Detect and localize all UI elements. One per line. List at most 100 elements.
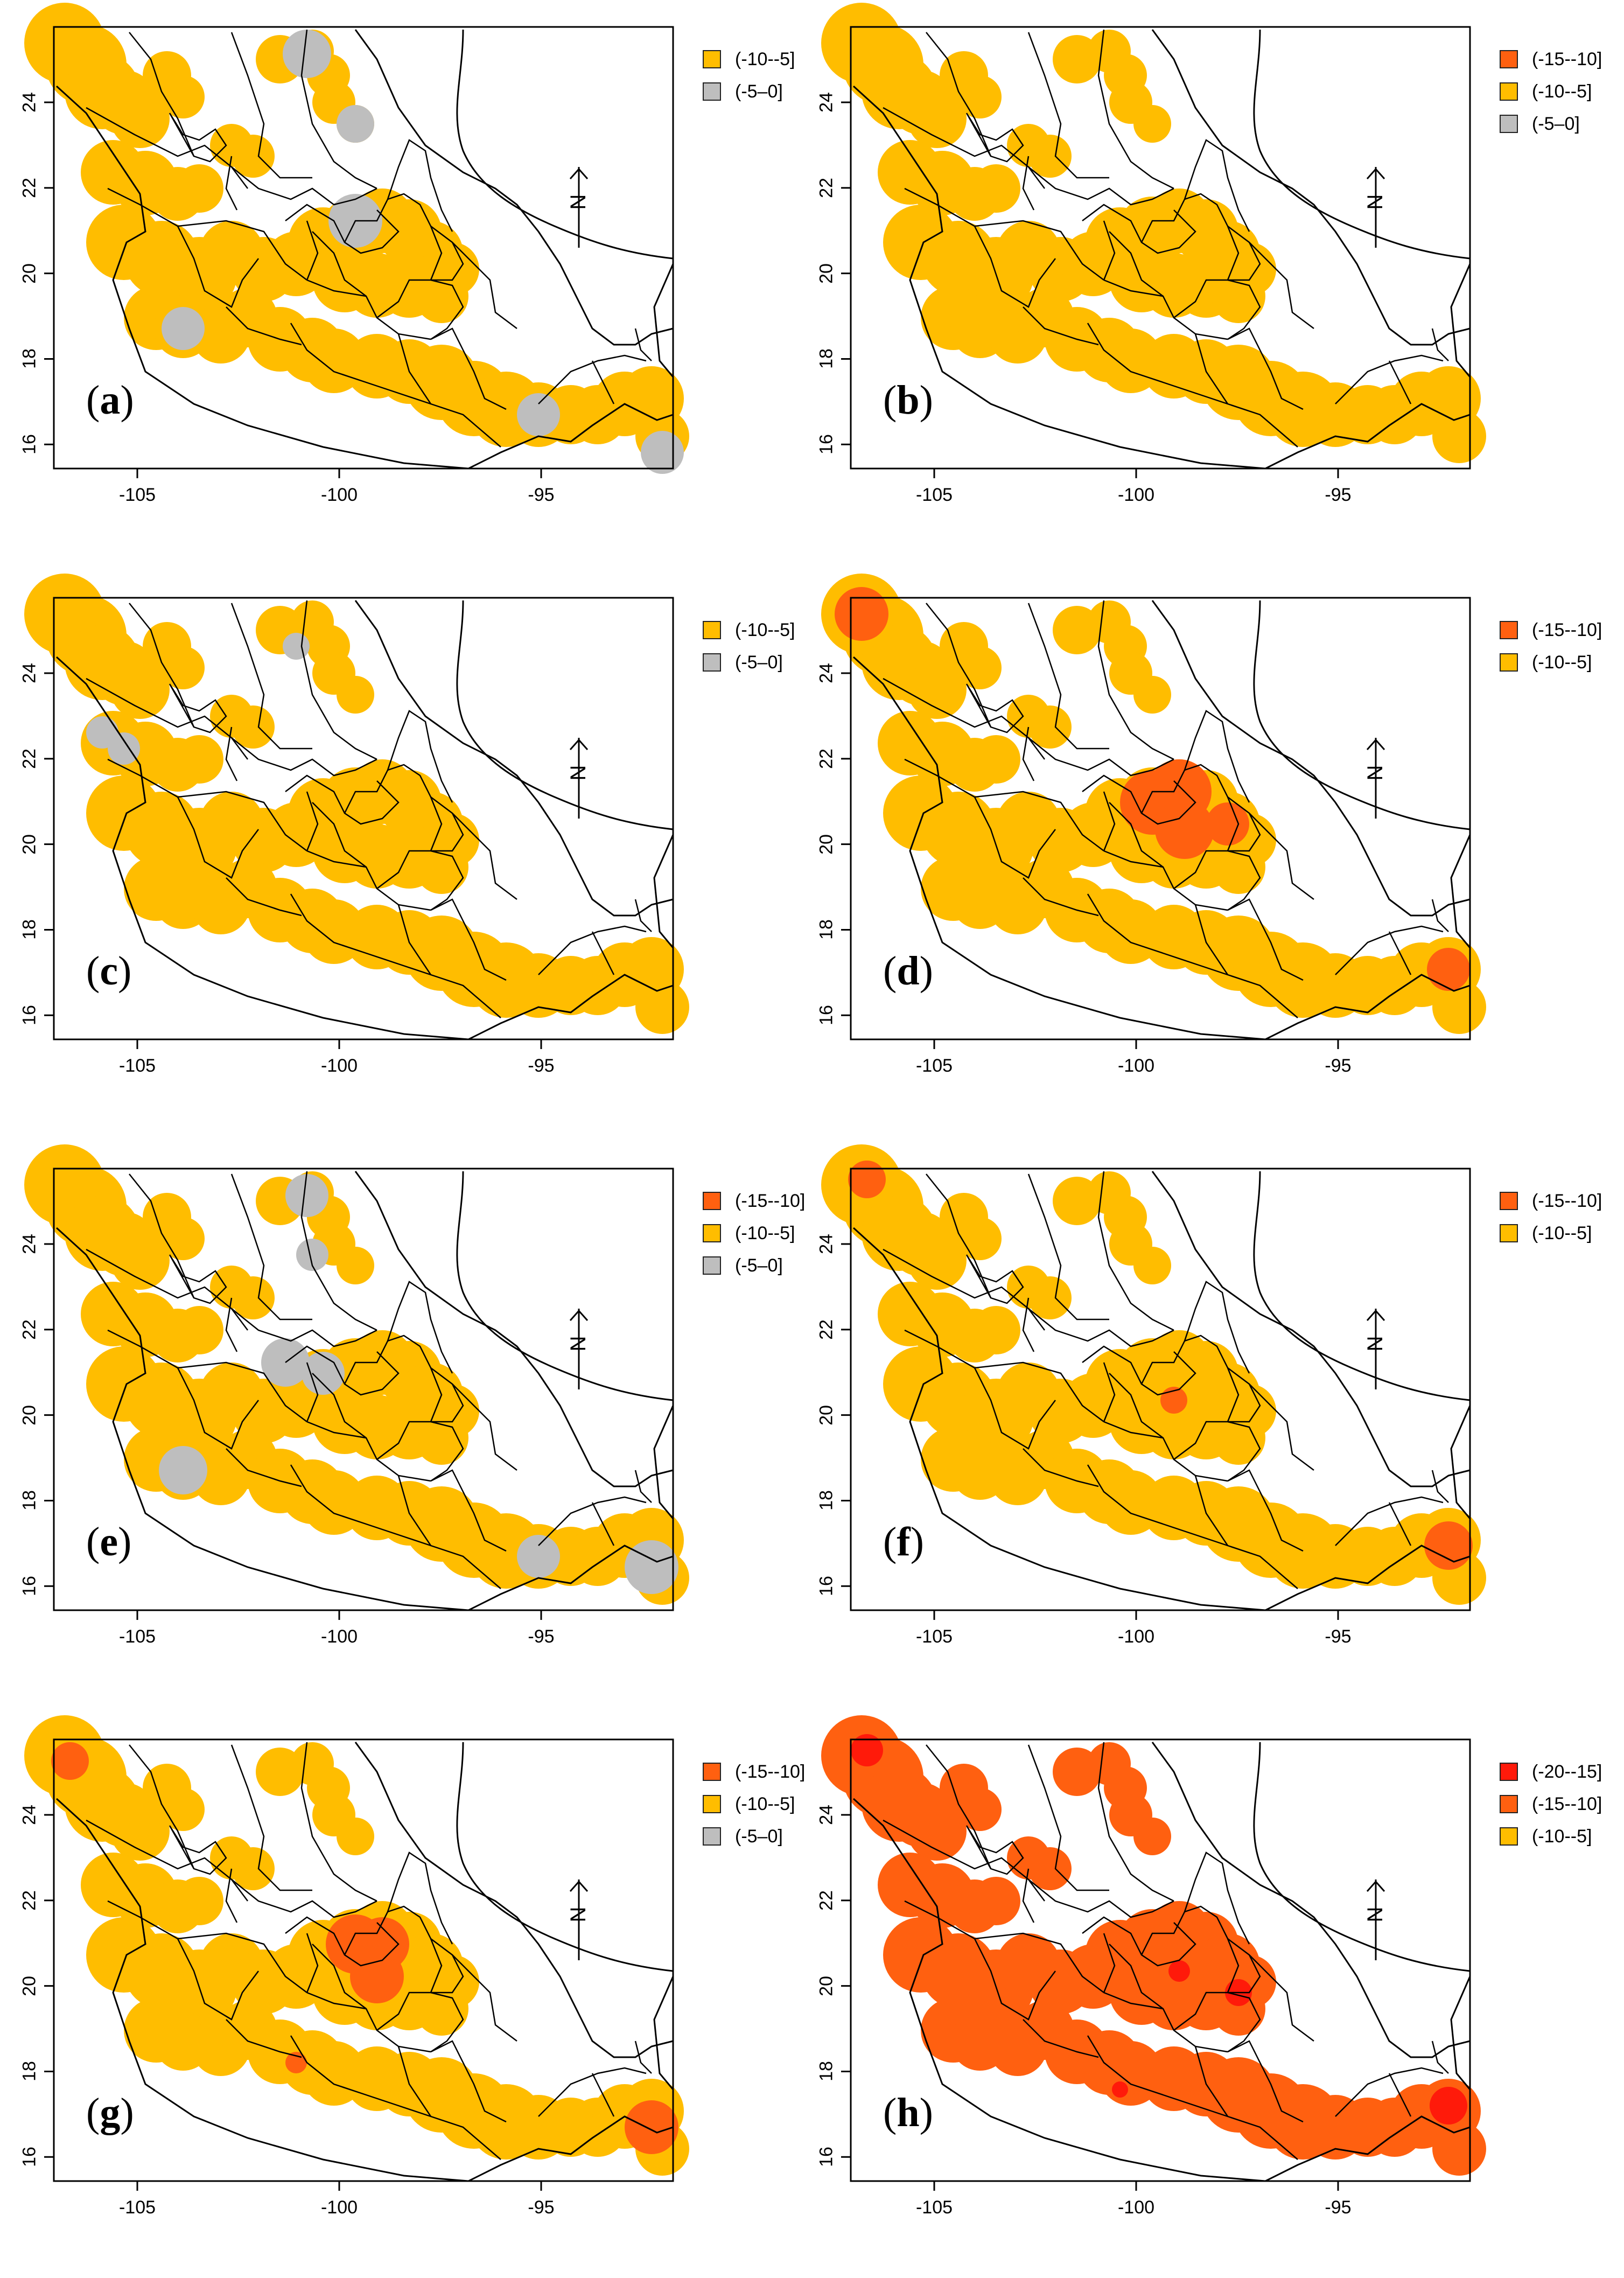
y-tick-label: 20 xyxy=(816,263,837,284)
x-tick-label: -105 xyxy=(915,1056,953,1076)
legend-swatch xyxy=(703,82,721,101)
legend-swatch xyxy=(1500,1827,1518,1846)
legend-label: (-10--5] xyxy=(735,1793,795,1814)
map-cell xyxy=(641,431,684,474)
map-panel-b: N -105 -100 -95 24 22 20 18 16 (b) (-15--10] (-10--… xyxy=(816,3,1624,565)
map-cell xyxy=(1424,1521,1473,1570)
legend-item: (-15--10] xyxy=(1500,1788,1602,1820)
y-tick-label: 20 xyxy=(19,1975,40,1996)
map-cell xyxy=(625,2100,678,2154)
map-cell xyxy=(162,1788,205,1831)
y-tick-label: 16 xyxy=(19,1576,40,1597)
legend-swatch xyxy=(703,621,721,639)
map-panel-f: N -105 -100 -95 24 22 20 18 16 (f) (-15--10] (-10--… xyxy=(816,1144,1624,1707)
x-tick-label: -95 xyxy=(528,2197,555,2218)
panel-label: (e) xyxy=(86,1519,132,1564)
panel-letter: b xyxy=(897,378,920,423)
map-cell xyxy=(110,1231,170,1290)
y-tick-label: 22 xyxy=(19,748,40,769)
y-tick-label: 16 xyxy=(816,1005,837,1026)
map-cell xyxy=(1028,135,1072,178)
map-cell xyxy=(972,1877,1020,1925)
legend-swatch xyxy=(1500,50,1518,68)
x-tick-label: -100 xyxy=(320,1056,358,1076)
y-tick-label: 24 xyxy=(816,663,837,683)
map-cell xyxy=(162,1217,205,1260)
legend-label: (-5–0] xyxy=(735,81,783,102)
y-tick-label: 22 xyxy=(19,177,40,198)
map-panel-g: N -105 -100 -95 24 22 20 18 16 (g) (-15--10] (-10--… xyxy=(19,1715,851,2278)
map-cell xyxy=(337,676,374,714)
legend-swatch xyxy=(1500,653,1518,672)
legend-swatch xyxy=(703,653,721,672)
panel-label: (g) xyxy=(86,2090,134,2135)
map-cell xyxy=(232,705,275,749)
map-cell xyxy=(1432,2122,1486,2176)
map-cell xyxy=(1133,105,1171,143)
panel-letter: c xyxy=(100,948,118,994)
map-cell xyxy=(232,1276,275,1319)
plot-frame xyxy=(850,1738,1471,2182)
legend-swatch xyxy=(703,1795,721,1813)
map-plot: N xyxy=(821,1144,1486,1620)
legend-item: (-10--5] xyxy=(703,614,795,646)
legend-swatch xyxy=(1500,1192,1518,1210)
legend-label: (-5–0] xyxy=(735,1255,783,1276)
map-cell xyxy=(232,135,275,178)
y-tick-label: 22 xyxy=(816,1890,837,1911)
legend-item: (-20--15] xyxy=(1500,1756,1602,1788)
legend-item: (-10--5] xyxy=(1500,1820,1602,1853)
y-tick-label: 22 xyxy=(19,1890,40,1911)
map-cell xyxy=(162,646,205,689)
x-tick-label: -100 xyxy=(320,2197,358,2218)
legend-item: (-10--5] xyxy=(1500,646,1602,679)
legend-item: (-10--5] xyxy=(703,1788,805,1820)
y-tick-label: 16 xyxy=(816,1576,837,1597)
map-cell xyxy=(848,1161,886,1198)
legend-label: (-10--5] xyxy=(735,619,795,640)
panel-letter: a xyxy=(100,378,121,423)
map-cell xyxy=(1028,705,1072,749)
map-plot: N xyxy=(24,3,689,478)
x-tick-label: -100 xyxy=(320,485,358,505)
map-cell xyxy=(851,1734,883,1766)
legend-item: (-15--10] xyxy=(703,1756,805,1788)
map-cell xyxy=(625,1540,678,1594)
plot-frame xyxy=(53,1168,674,1611)
map-cell xyxy=(835,587,888,641)
map-cell xyxy=(1432,980,1486,1034)
y-tick-label: 22 xyxy=(816,177,837,198)
map-cell xyxy=(1028,1276,1072,1319)
map-cell xyxy=(415,840,468,894)
legend-item: (-10--5] xyxy=(1500,75,1602,108)
y-tick-label: 18 xyxy=(816,1490,837,1511)
map-panel-c: N -105 -100 -95 24 22 20 18 16 (c) (-10--5] (-5–0] xyxy=(19,574,851,1136)
legend-label: (-10--5] xyxy=(1532,1826,1592,1847)
y-tick-label: 24 xyxy=(19,1234,40,1254)
map-plot: N xyxy=(24,574,689,1049)
y-tick-label: 24 xyxy=(19,92,40,113)
x-tick-label: -105 xyxy=(118,2197,156,2218)
map-cell xyxy=(907,1801,967,1861)
map-cell xyxy=(1112,2081,1128,2098)
map-plot: N xyxy=(821,3,1486,478)
legend: (-10--5] (-5–0] xyxy=(703,614,795,679)
map-cell xyxy=(337,1818,374,1855)
legend-label: (-5–0] xyxy=(735,652,783,673)
map-cell xyxy=(232,1847,275,1890)
x-tick-label: -100 xyxy=(1117,485,1155,505)
panel-label: (a) xyxy=(86,378,134,423)
legend-item: (-10--5] xyxy=(703,43,795,75)
map-panel-a: N -105 -100 -95 24 22 20 18 16 (a) (-10--5] (-5–0] xyxy=(19,3,851,565)
map-cell xyxy=(285,1174,328,1217)
map-cell xyxy=(1133,1247,1171,1284)
map-cell xyxy=(110,89,170,148)
panel-letter: e xyxy=(100,1519,118,1564)
x-tick-label: -100 xyxy=(1117,1056,1155,1076)
y-tick-label: 22 xyxy=(19,1319,40,1340)
y-tick-label: 24 xyxy=(19,1805,40,1825)
legend-item: (-10--5] xyxy=(703,1217,805,1249)
y-tick-label: 16 xyxy=(816,2147,837,2168)
x-tick-label: -95 xyxy=(1325,1056,1352,1076)
x-tick-label: -95 xyxy=(528,1056,555,1076)
